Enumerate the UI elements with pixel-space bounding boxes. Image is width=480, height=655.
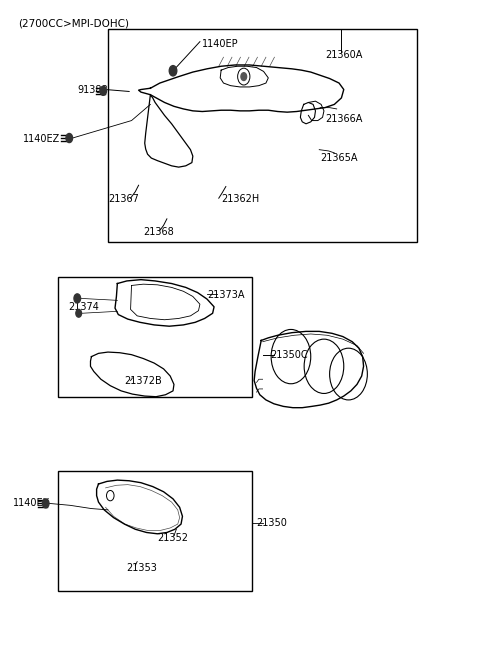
Text: 1140EX: 1140EX — [12, 498, 50, 508]
Text: 21372B: 21372B — [124, 375, 162, 386]
Text: 21365A: 21365A — [320, 153, 358, 163]
Text: 21362H: 21362H — [221, 195, 259, 204]
Text: 1140EP: 1140EP — [202, 39, 239, 49]
Bar — [59, 471, 252, 591]
Bar — [108, 29, 417, 242]
Text: 21350: 21350 — [256, 518, 288, 528]
Text: 21360A: 21360A — [325, 50, 362, 60]
Circle shape — [76, 309, 82, 317]
Text: 91388: 91388 — [77, 84, 108, 94]
Circle shape — [169, 66, 177, 76]
Circle shape — [241, 73, 247, 81]
Circle shape — [66, 134, 72, 143]
Text: 1140EZ: 1140EZ — [23, 134, 60, 143]
Text: 21368: 21368 — [144, 227, 174, 237]
Text: 21374: 21374 — [68, 302, 99, 312]
Text: 21353: 21353 — [126, 563, 157, 573]
Circle shape — [74, 294, 81, 303]
Text: 21350C: 21350C — [271, 350, 308, 360]
Text: 21366A: 21366A — [325, 114, 362, 124]
Circle shape — [42, 499, 49, 508]
Text: (2700CC>MPI-DOHC): (2700CC>MPI-DOHC) — [18, 18, 129, 28]
Circle shape — [100, 86, 107, 96]
Text: 21367: 21367 — [108, 195, 139, 204]
Text: 21373A: 21373A — [207, 290, 244, 300]
Text: 21352: 21352 — [157, 533, 189, 542]
Bar — [59, 277, 252, 398]
